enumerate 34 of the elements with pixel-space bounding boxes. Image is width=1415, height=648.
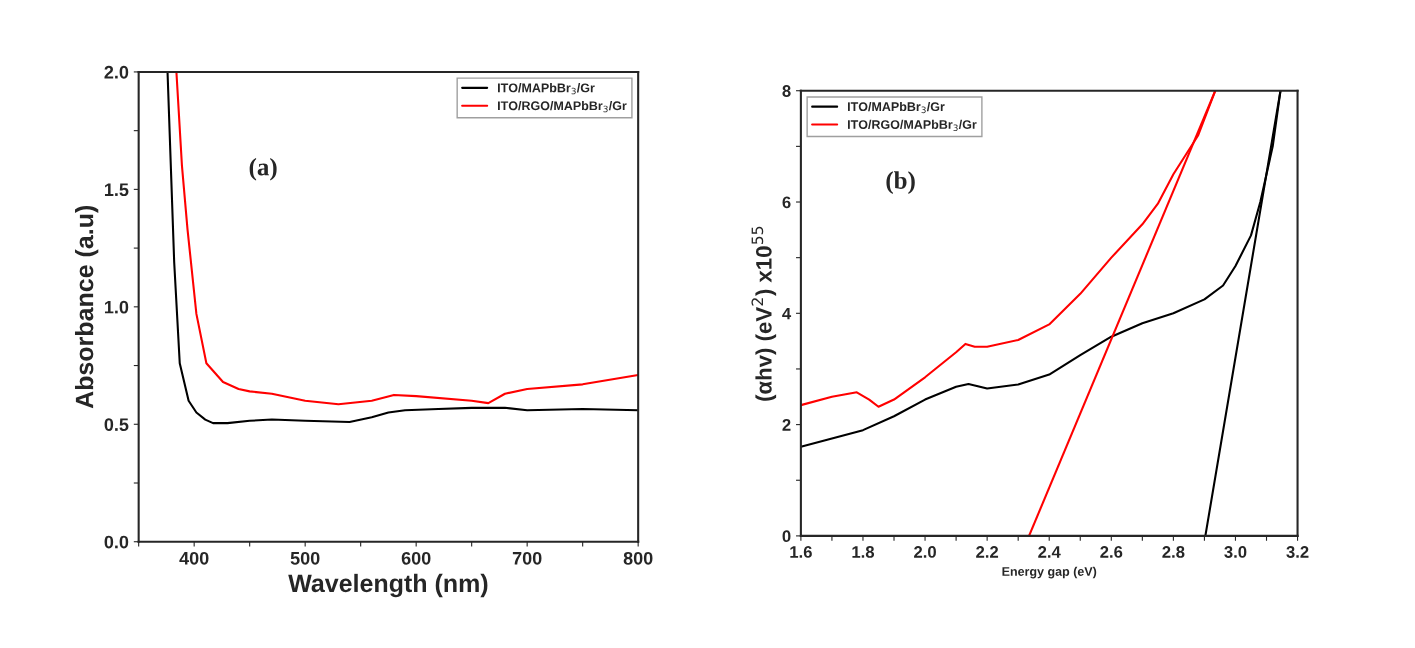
x-tick-label: 3.2: [1286, 546, 1309, 558]
x-tick-label: 600: [401, 551, 431, 565]
y-tick-label: 4: [782, 307, 792, 320]
x-tick-label: 2.6: [1100, 546, 1123, 558]
x-tick-label: 500: [290, 551, 320, 565]
legend-label: ITO/MAPbBr$_{3}$/Gr: [847, 101, 945, 114]
x-tick-label: 2.2: [976, 546, 999, 558]
x-tick-label: 1.8: [852, 546, 875, 558]
x-axis-title: Energy gap (eV): [1002, 566, 1097, 579]
y-tick-label: 2.0: [104, 65, 129, 79]
y-tick-label: 1.0: [104, 300, 129, 314]
x-tick-label: 2.4: [1038, 546, 1061, 558]
y-tick-label: 8: [782, 85, 791, 97]
x-tick-label: 400: [179, 551, 209, 565]
legend-label: ITO/RGO/MAPbBr$_{3}$/Gr: [498, 101, 627, 113]
y-axis-title: (αhv) (eV$^{2}$) x10$^{55}$: [751, 226, 777, 401]
y-tick-label: 1.5: [104, 183, 129, 197]
legend-label: ITO/RGO/MAPbBr$_{3}$/Gr: [847, 119, 977, 132]
y-axis-title: Absorbance (a.u): [74, 205, 99, 409]
legend-label: ITO/MAPbBr$_{3}$/Gr: [498, 83, 595, 95]
y-tick-label: 0.0: [104, 535, 129, 549]
y-tick-label: 2: [782, 419, 791, 431]
y-tick-label: 0.5: [104, 418, 129, 431]
x-tick-label: 1.6: [790, 546, 812, 558]
x-tick-label: 800: [623, 551, 653, 565]
y-tick-label: 0: [782, 530, 791, 543]
x-axis-title: Wavelength (nm): [288, 573, 488, 598]
y-tick-label: 6: [782, 196, 791, 209]
x-tick-label: 2.8: [1162, 546, 1185, 558]
x-tick-label: 3.0: [1224, 546, 1247, 558]
annotation: (a): [249, 157, 277, 181]
annotation: (b): [886, 171, 915, 194]
x-tick-label: 2.0: [914, 546, 936, 558]
x-tick-label: 700: [512, 551, 542, 565]
